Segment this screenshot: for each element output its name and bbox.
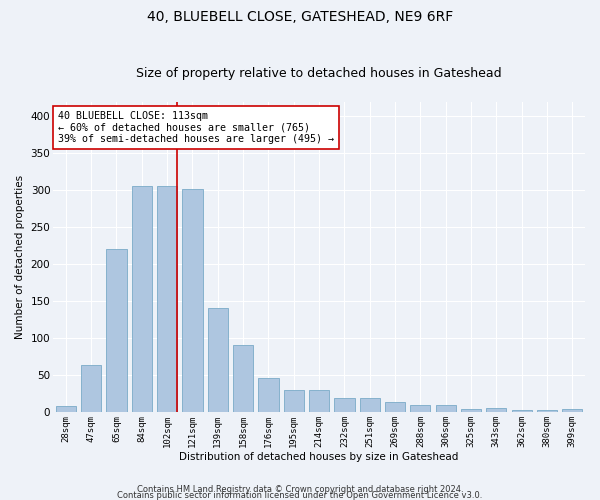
Bar	[537, 410, 557, 412]
Bar	[512, 410, 532, 412]
Bar	[208, 308, 228, 412]
Bar	[284, 390, 304, 412]
Bar	[182, 188, 203, 412]
Bar	[334, 398, 355, 412]
Bar	[461, 409, 481, 412]
Bar	[309, 390, 329, 412]
Text: Contains HM Land Registry data © Crown copyright and database right 2024.: Contains HM Land Registry data © Crown c…	[137, 484, 463, 494]
Title: Size of property relative to detached houses in Gateshead: Size of property relative to detached ho…	[136, 66, 502, 80]
Bar	[157, 186, 177, 412]
Text: Contains public sector information licensed under the Open Government Licence v3: Contains public sector information licen…	[118, 490, 482, 500]
Bar	[359, 398, 380, 412]
Bar	[562, 409, 583, 412]
Text: 40 BLUEBELL CLOSE: 113sqm
← 60% of detached houses are smaller (765)
39% of semi: 40 BLUEBELL CLOSE: 113sqm ← 60% of detac…	[58, 111, 334, 144]
Bar	[385, 402, 405, 412]
Bar	[233, 346, 253, 412]
Y-axis label: Number of detached properties: Number of detached properties	[15, 174, 25, 339]
Bar	[81, 364, 101, 412]
Bar	[410, 404, 430, 412]
Bar	[56, 406, 76, 412]
Text: 40, BLUEBELL CLOSE, GATESHEAD, NE9 6RF: 40, BLUEBELL CLOSE, GATESHEAD, NE9 6RF	[147, 10, 453, 24]
Bar	[106, 248, 127, 412]
Bar	[486, 408, 506, 412]
Bar	[131, 186, 152, 412]
Bar	[436, 404, 456, 412]
X-axis label: Distribution of detached houses by size in Gateshead: Distribution of detached houses by size …	[179, 452, 459, 462]
Bar	[258, 378, 278, 412]
